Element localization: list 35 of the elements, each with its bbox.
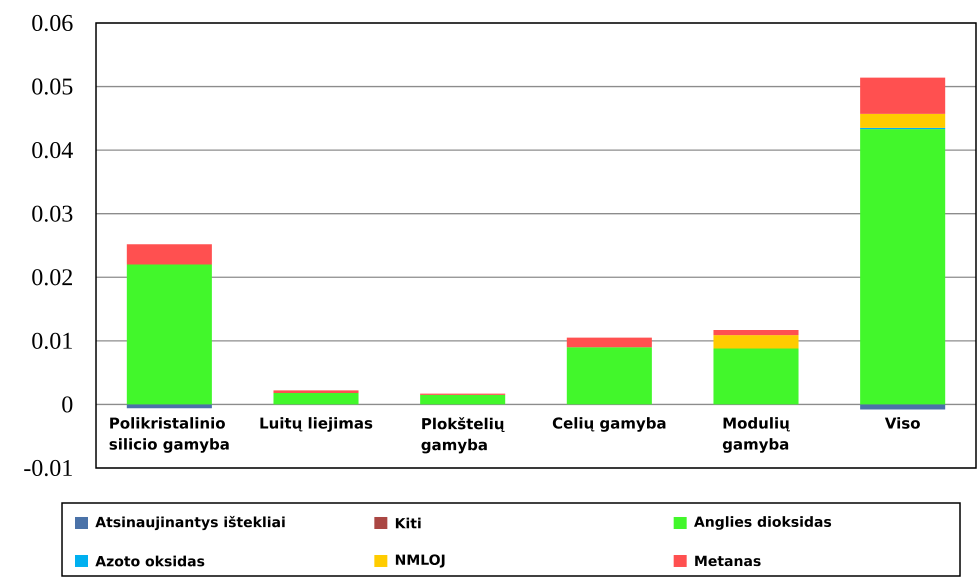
x-tick-label: Polikristalinio silicio gamyba [110, 417, 229, 453]
x-tick-label: Viso [884, 417, 920, 429]
x-tick-label: Plokštelių gamyba [422, 417, 505, 454]
legend-label: Kiti [396, 518, 421, 528]
y-tick-label: 0.03 [32, 206, 72, 222]
legend-label: Metanas [695, 556, 761, 566]
y-tick-label: 0 [62, 396, 72, 413]
y-tick-label: 0.02 [32, 269, 72, 286]
bar [713, 335, 799, 348]
legend-label: Anglies dioksidas [694, 516, 832, 530]
bar [566, 347, 652, 404]
legend-label: Atsinaujinantys ištekliai [95, 516, 285, 530]
bar [713, 330, 799, 336]
y-tick-label: 0.05 [32, 78, 72, 95]
bar [126, 264, 212, 404]
bar [860, 78, 946, 114]
bar [273, 390, 359, 393]
legend-label: NMLOJ [396, 554, 444, 568]
bar [860, 129, 946, 404]
legend-label: Azoto oksidas [95, 556, 204, 566]
bar [126, 244, 212, 265]
x-tick-label: Celių gamyba [552, 417, 666, 432]
y-tick-label: 0.04 [32, 142, 73, 158]
y-tick-label: -0.01 [24, 460, 72, 476]
bar [860, 404, 946, 410]
x-tick-label: Modulių gamyba [722, 417, 790, 453]
bar [860, 114, 946, 128]
bar [126, 404, 212, 408]
y-tick-label: 0.06 [32, 14, 73, 32]
x-tick-label: Luitų liejimas [260, 417, 372, 432]
bar [420, 394, 506, 404]
bar [566, 338, 652, 348]
y-tick-label: 0.01 [32, 332, 72, 349]
bar [713, 348, 799, 404]
bar [273, 392, 359, 404]
